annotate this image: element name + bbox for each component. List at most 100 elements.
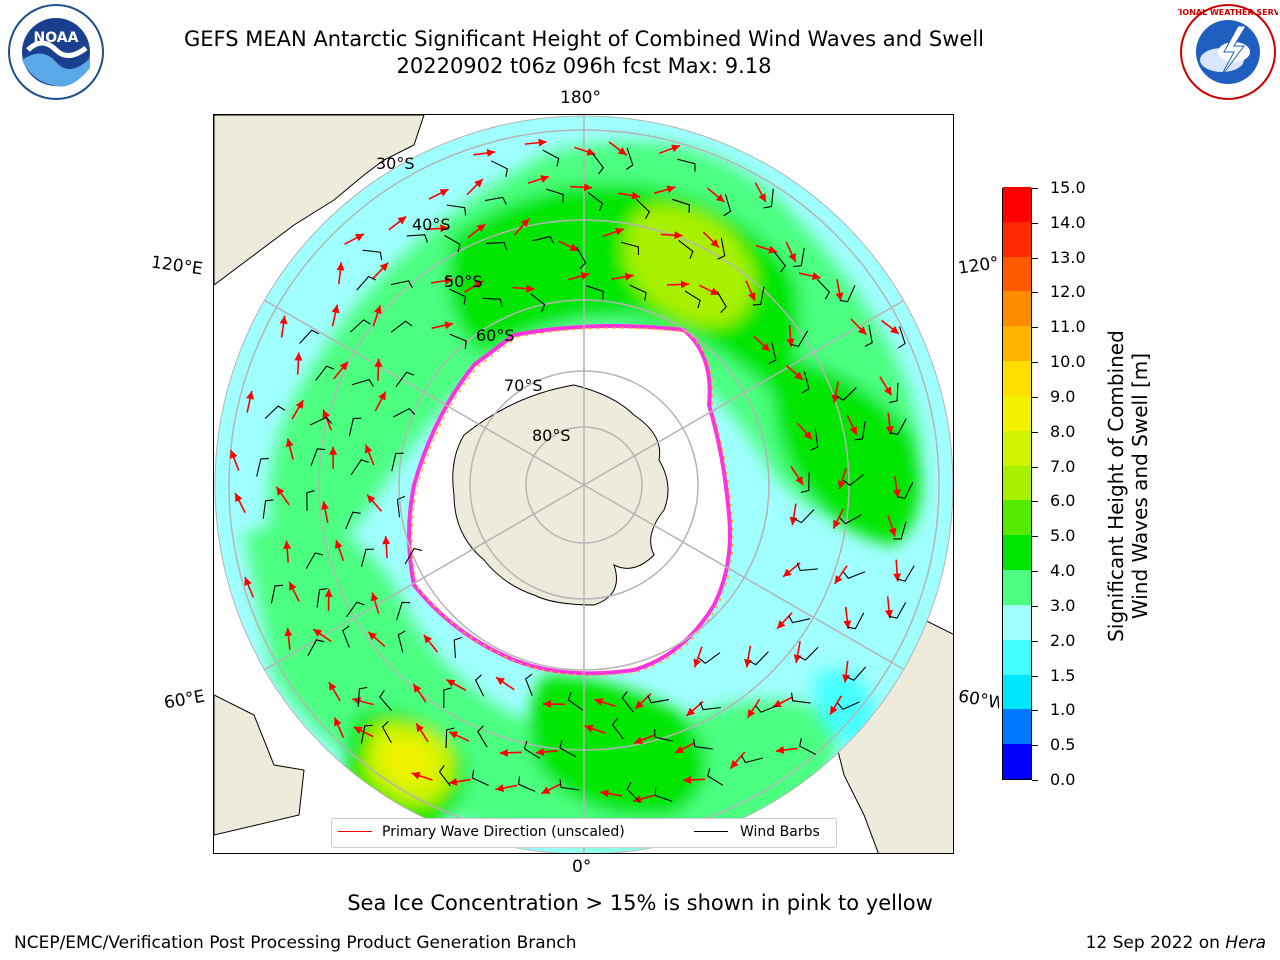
- wave-arrow-head: [313, 629, 323, 637]
- wind-barb: [443, 687, 452, 709]
- wave-arrow-head: [594, 698, 604, 706]
- wave-direction-legend-label: Primary Wave Direction (unscaled): [382, 824, 625, 840]
- wave-arrow-head: [276, 486, 285, 496]
- wind-barb: [477, 725, 488, 748]
- wave-arrow-head: [715, 193, 725, 203]
- colorbar-segment: [1003, 708, 1031, 745]
- wind-barb: [350, 319, 371, 333]
- lon-label-60w: 60°W: [956, 686, 1002, 714]
- wind-barb: [620, 241, 640, 255]
- wind-barb: [390, 280, 413, 289]
- wind-barb: [837, 701, 860, 711]
- wind-barb: [586, 285, 604, 300]
- wave-arrow-head: [674, 231, 683, 240]
- wind-barb: [723, 193, 732, 217]
- wave-arrow-head: [496, 677, 505, 686]
- wind-barb: [350, 459, 370, 476]
- wave-arrow-head: [439, 189, 449, 197]
- wind-barb: [839, 285, 856, 303]
- wind-barb: [305, 552, 324, 569]
- wind-barb: [307, 639, 325, 657]
- wave-arrow-head: [569, 243, 579, 251]
- longitude-lines: [215, 116, 953, 853]
- wave-arrow-head: [635, 700, 644, 709]
- wave-arrow-head: [600, 789, 609, 798]
- colorbar-segment: [1003, 465, 1031, 501]
- wind-barb: [889, 418, 907, 436]
- footer-date: 12 Sep 2022 on Hera: [1086, 933, 1266, 953]
- wind-barb: [356, 275, 377, 291]
- colorbar-tick: [1032, 222, 1038, 224]
- wave-arrow-head: [397, 216, 407, 225]
- wind-barb: [523, 740, 541, 759]
- colorbar-title-line2: Wind Waves and Swell [m]: [1128, 352, 1152, 620]
- africa-corner-land: [214, 694, 305, 836]
- wave-arrow-head: [321, 501, 329, 510]
- lon-label-180: 180°: [560, 88, 601, 108]
- wind-barb: [381, 720, 392, 743]
- colorbar-title: Significant Height of Combined Wind Wave…: [1104, 276, 1152, 696]
- wind-barb: [843, 571, 866, 579]
- colorbar-tick: [1032, 605, 1038, 607]
- colorbar-segment: [1003, 290, 1031, 327]
- sea-ice-note: Sea Ice Concentration > 15% is shown in …: [347, 891, 933, 915]
- wave-arrow-head: [671, 144, 681, 153]
- wave-arrow-head: [837, 480, 846, 490]
- nws-logo-icon: NATIONAL WEATHER SERVICE: [1178, 4, 1278, 100]
- lat-label-50s: 50°S: [444, 272, 483, 291]
- wind-barb: [768, 342, 777, 365]
- wave-arrow-head: [324, 588, 333, 597]
- wave-arrow-head: [857, 326, 867, 335]
- footer-date-text: 12 Sep 2022 on: [1085, 933, 1220, 953]
- wind-barb: [264, 405, 286, 419]
- wind-barb: [654, 787, 673, 802]
- wind-barbs-legend-line: [694, 831, 728, 832]
- wind-barb: [800, 472, 810, 493]
- wave-arrow-head: [783, 568, 792, 577]
- colorbar-tick: [1032, 501, 1038, 503]
- wind-barb: [471, 769, 489, 787]
- wind-barb: [611, 718, 624, 740]
- wind-barb: [684, 290, 701, 309]
- wind-barb: [316, 588, 328, 608]
- wave-arrow-head: [423, 634, 432, 644]
- wave-arrow-head: [382, 536, 391, 545]
- colorbar-tick-label: 15.0: [1050, 178, 1086, 197]
- wave-arrow-head: [329, 446, 338, 455]
- wind-barb: [342, 625, 350, 648]
- wind-barb: [740, 755, 763, 764]
- wave-arrow-head: [772, 699, 782, 707]
- wind-barbs-layer: [256, 147, 915, 803]
- wind-barb: [801, 371, 810, 394]
- colorbar-tick: [1032, 710, 1038, 712]
- colorbar-tick: [1032, 536, 1038, 538]
- wind-barb: [445, 727, 455, 748]
- colorbar-segment: [1003, 360, 1031, 396]
- wind-barb: [788, 615, 811, 624]
- wave-arrow-head: [710, 287, 720, 295]
- wind-barb: [270, 584, 284, 604]
- wave-arrow-head: [775, 746, 785, 755]
- wave-arrow-head: [580, 272, 590, 280]
- wave-arrow-head: [285, 438, 294, 448]
- lat-label-70s: 70°S: [504, 376, 543, 395]
- wave-arrow-head: [283, 540, 292, 549]
- wind-barb: [707, 768, 724, 786]
- colorbar-tick-label: 10.0: [1050, 352, 1086, 372]
- lon-label-0: 0°: [572, 857, 592, 877]
- wind-barb: [625, 147, 634, 170]
- wave-arrow-head: [835, 292, 844, 301]
- wave-arrow-head: [584, 724, 594, 733]
- footer-host: Hera: [1225, 933, 1266, 953]
- wind-barb: [346, 601, 365, 618]
- wave-arrow-head: [710, 239, 719, 248]
- wind-barb: [453, 636, 462, 659]
- wave-arrow-head: [614, 227, 624, 236]
- wind-barb: [752, 286, 765, 306]
- wind-barb: [256, 458, 269, 477]
- wind-barb: [524, 673, 533, 696]
- wave-arrow-head: [328, 681, 337, 691]
- colorbar-tick-label: 0.5: [1050, 735, 1076, 755]
- wave-arrow-head: [448, 777, 458, 786]
- wave-arrow-head: [634, 736, 644, 744]
